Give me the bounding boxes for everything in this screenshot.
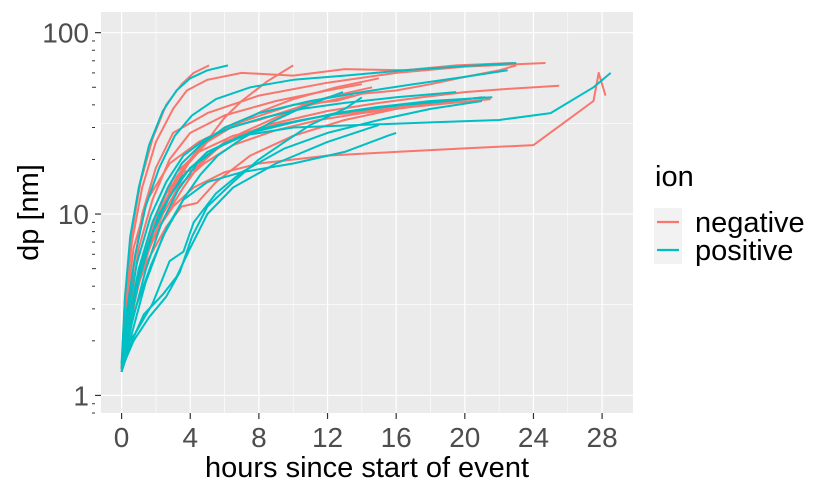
series-line-negative bbox=[120, 62, 513, 369]
x-tick-label: 16 bbox=[381, 422, 412, 453]
x-tick-label: 24 bbox=[518, 422, 549, 453]
legend-label-negative: negative bbox=[695, 207, 805, 239]
series-line-positive bbox=[120, 62, 517, 369]
x-tick-label: 4 bbox=[182, 422, 198, 453]
panel-background bbox=[101, 12, 633, 413]
axis-layer: 0 4 8 12 16 20 24 28 1 10 100 hours since start of … bbox=[13, 18, 618, 484]
series-line-positive bbox=[120, 96, 363, 370]
x-tick-label: 28 bbox=[587, 422, 618, 453]
y-tick-label: 10 bbox=[58, 199, 89, 230]
series-line-positive bbox=[124, 91, 344, 346]
series-line-positive bbox=[120, 123, 380, 373]
x-tick-label: 0 bbox=[114, 422, 130, 453]
legend-title: ion bbox=[655, 161, 694, 193]
series-line-negative bbox=[124, 100, 440, 334]
x-tick-label: 8 bbox=[251, 422, 267, 453]
x-tick-label: 12 bbox=[312, 422, 343, 453]
series-line-positive bbox=[120, 91, 457, 364]
y-tick-label: 100 bbox=[42, 18, 89, 49]
series-layer bbox=[120, 62, 612, 373]
y-axis-title: dp [nm] bbox=[13, 164, 45, 261]
y-tick-label: 1 bbox=[73, 380, 89, 411]
series-line-positive bbox=[120, 131, 397, 370]
x-axis-title: hours since start of event bbox=[205, 452, 529, 484]
series-line-positive bbox=[122, 100, 483, 350]
series-line-positive bbox=[120, 64, 229, 364]
x-tick-label: 20 bbox=[449, 422, 480, 453]
legend-label-positive: positive bbox=[695, 235, 793, 267]
series-line-negative bbox=[120, 86, 373, 364]
series-positive bbox=[120, 62, 612, 373]
series-line-positive bbox=[120, 72, 612, 364]
series-line-positive bbox=[120, 96, 486, 373]
